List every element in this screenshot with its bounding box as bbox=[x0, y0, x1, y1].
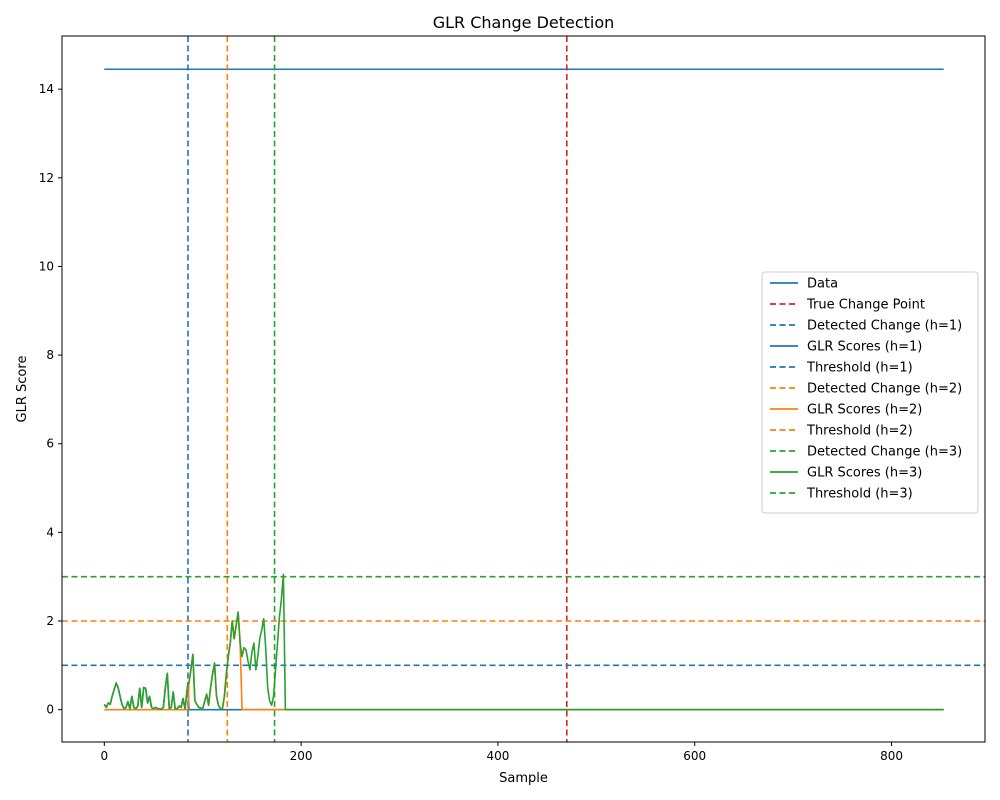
series-line-glr-scores-h-3 bbox=[103, 573, 944, 711]
x-axis-label: Sample bbox=[499, 771, 548, 786]
x-tick-label: 200 bbox=[290, 749, 313, 763]
x-tick-label: 400 bbox=[486, 749, 509, 763]
legend: Data True Change Point Detected Change (h=… bbox=[761, 271, 979, 514]
legend-label-detected-change-h-3: Detected Change (h=3) bbox=[807, 445, 962, 460]
plot-area bbox=[62, 36, 985, 742]
y-tick-label: 14 bbox=[39, 82, 54, 96]
x-tick-label: 0 bbox=[100, 749, 108, 763]
axes-frame bbox=[61, 35, 986, 743]
x-tick-label: 600 bbox=[683, 749, 706, 763]
legend-box bbox=[761, 271, 979, 514]
legend-label-threshold-h-1: Threshold (h=1) bbox=[806, 361, 913, 376]
y-tick-label: 8 bbox=[46, 348, 54, 362]
y-tick-label: 6 bbox=[46, 437, 54, 451]
axis-ticks: 0 200 400 600 800 0 2 4 6 8 10 12 14 bbox=[39, 82, 903, 763]
legend-label-true-change-point: True Change Point bbox=[806, 298, 925, 313]
y-tick-label: 2 bbox=[46, 614, 54, 628]
y-axis-label: GLR Score bbox=[15, 356, 30, 423]
legend-label-glr-scores-h-1: GLR Scores (h=1) bbox=[807, 340, 922, 355]
legend-label-detected-change-h-2: Detected Change (h=2) bbox=[807, 382, 962, 397]
legend-label-data: Data bbox=[807, 277, 838, 292]
legend-label-threshold-h-2: Threshold (h=2) bbox=[806, 424, 913, 439]
y-tick-label: 4 bbox=[46, 525, 54, 539]
y-tick-label: 10 bbox=[39, 259, 54, 273]
legend-label-detected-change-h-1: Detected Change (h=1) bbox=[807, 319, 962, 334]
x-tick-label: 800 bbox=[880, 749, 903, 763]
legend-label-glr-scores-h-3: GLR Scores (h=3) bbox=[807, 466, 922, 481]
chart-title: GLR Change Detection bbox=[433, 13, 615, 32]
y-tick-label: 12 bbox=[39, 171, 54, 185]
legend-label-glr-scores-h-2: GLR Scores (h=2) bbox=[807, 403, 922, 418]
y-tick-label: 0 bbox=[46, 703, 54, 717]
legend-label-threshold-h-3: Threshold (h=3) bbox=[806, 487, 913, 502]
